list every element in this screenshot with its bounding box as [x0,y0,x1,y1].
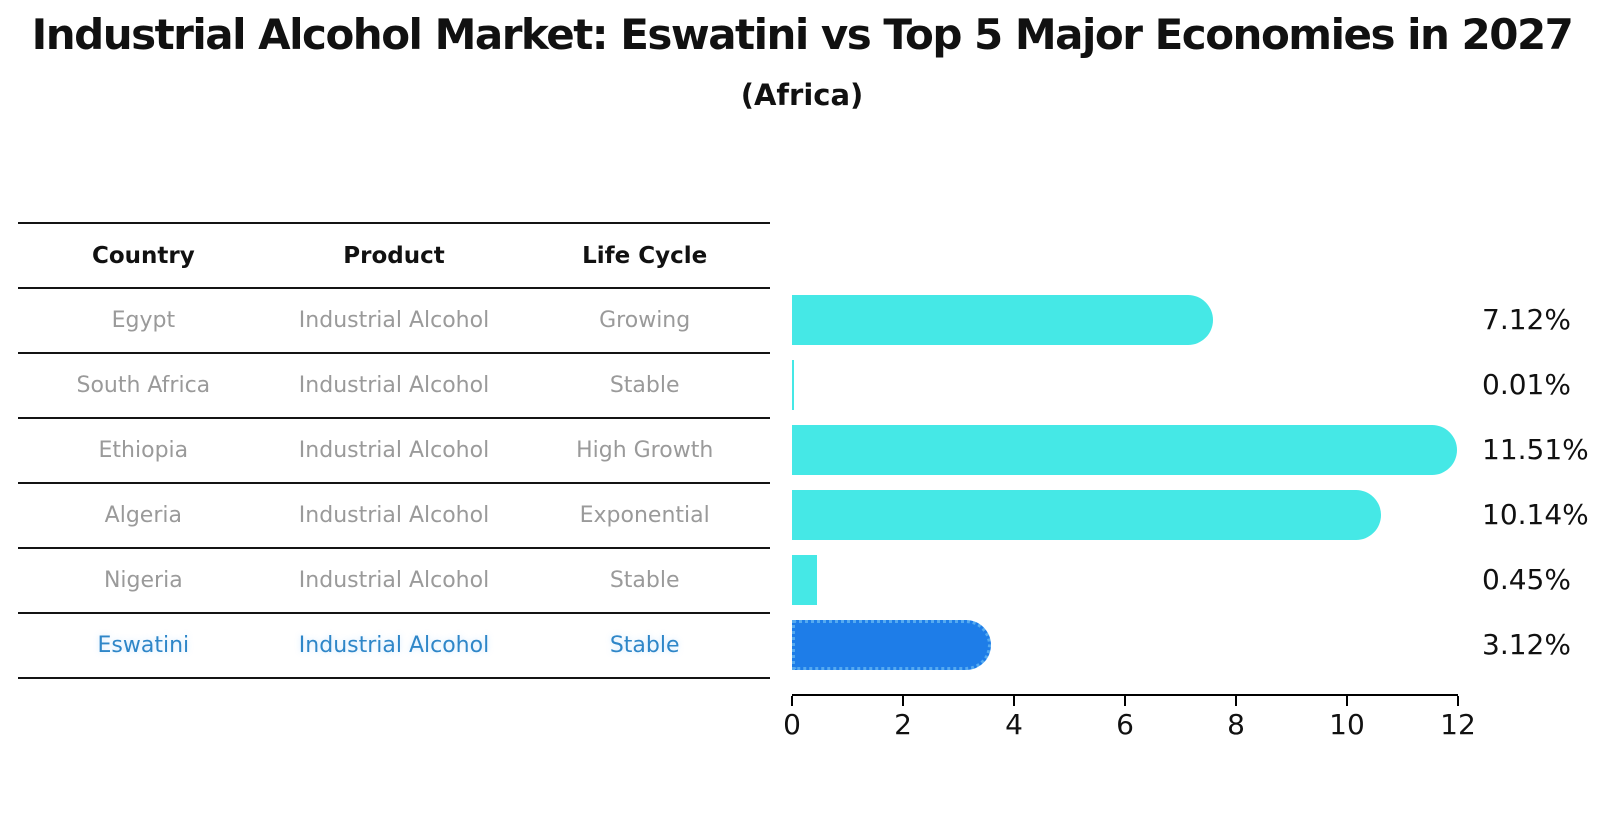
cell-country: South Africa [76,373,211,398]
axis-tick-label: 6 [1116,708,1134,741]
value-label-algeria: 10.14% [1482,498,1589,531]
chart-title: Industrial Alcohol Market: Eswatini vs T… [31,10,1574,59]
country-table: Country Product Life Cycle Egypt Industr… [18,222,770,679]
bar-row [792,352,1458,417]
column-header-country: Country [91,242,195,269]
value-label-south-africa: 0.01% [1482,368,1571,401]
value-label-nigeria: 0.45% [1482,563,1571,596]
axis-tick-label: 4 [1005,708,1023,741]
bar-row [792,287,1458,352]
cell-country: Egypt [111,308,176,333]
cell-life-cycle: Growing [599,308,691,333]
chart-subtitle: (Africa) [740,78,864,112]
axis-tick-label: 12 [1440,708,1476,741]
cell-life-cycle: Stable [609,373,680,398]
value-label-column: 7.12% 0.01% 11.51% 10.14% 0.45% 3.12% [1482,287,1589,677]
bar-eswatini-highlighted [792,619,992,670]
cell-country: Algeria [104,503,182,528]
table-row-south-africa: South Africa Industrial Alcohol Stable [18,354,770,419]
cell-life-cycle: Exponential [579,503,710,528]
x-axis: 0 2 4 6 8 10 12 [783,694,1476,741]
table-row-ethiopia: Ethiopia Industrial Alcohol High Growth [18,419,770,484]
bar-row [792,417,1458,482]
cell-country: Nigeria [103,568,183,593]
cell-product: Industrial Alcohol [298,438,490,463]
bar-row [792,547,1458,612]
bar-row [792,612,1458,677]
tick-mark [791,696,793,706]
bar-algeria [792,489,1381,540]
cell-product: Industrial Alcohol [298,633,490,658]
tick-mark [1457,696,1459,706]
cell-product: Industrial Alcohol [298,308,490,333]
cell-life-cycle: High Growth [576,438,714,463]
cell-product: Industrial Alcohol [298,373,490,398]
tick-mark [1345,696,1348,706]
tick-mark [902,696,904,706]
table-row-egypt: Egypt Industrial Alcohol Growing [18,289,770,354]
bar-egypt [792,294,1214,345]
tick-mark [1124,696,1126,706]
value-label-eswatini: 3.12% [1482,628,1571,661]
axis-tick-label: 8 [1227,708,1245,741]
tick-mark [1235,696,1237,706]
cell-product: Industrial Alcohol [298,503,490,528]
value-label-ethiopia: 11.51% [1482,433,1589,466]
table-row-eswatini: Eswatini Industrial Alcohol Stable [18,614,770,679]
bar-plot [792,287,1458,677]
value-label-egypt: 7.12% [1482,303,1571,336]
bar-row [792,482,1458,547]
axis-tick-label: 0 [783,708,801,741]
bar-ethiopia [792,424,1457,475]
bar-south-africa [792,359,794,410]
cell-country: Ethiopia [98,438,189,463]
cell-life-cycle: Stable [609,633,680,658]
column-header-life-cycle: Life Cycle [582,242,708,269]
table-header-row: Country Product Life Cycle [18,224,770,289]
axis-tick-label: 10 [1329,708,1365,741]
cell-country: Eswatini [97,633,190,658]
table-row-algeria: Algeria Industrial Alcohol Exponential [18,484,770,549]
axis-tick-label: 2 [894,708,912,741]
tick-mark [1012,696,1015,706]
cell-life-cycle: Stable [609,568,680,593]
cell-product: Industrial Alcohol [298,568,490,593]
table-row-nigeria: Nigeria Industrial Alcohol Stable [18,549,770,614]
bar-nigeria [792,554,817,605]
column-header-product: Product [343,242,445,269]
